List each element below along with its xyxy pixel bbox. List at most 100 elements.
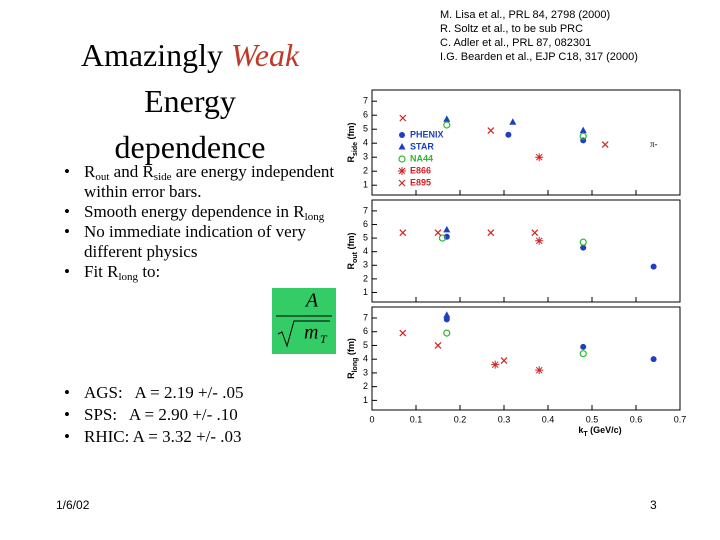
legend-marker	[398, 155, 406, 163]
plot-frame	[371, 199, 681, 303]
y-axis-label: Rlong (fm)	[346, 338, 358, 379]
x-tick-label: 0.4	[542, 414, 555, 424]
marker	[443, 121, 451, 129]
x-tick-label: 0.5	[586, 414, 599, 424]
subscript: long	[304, 211, 325, 223]
y-tick-label: 6	[363, 326, 368, 336]
point	[535, 366, 544, 375]
x-tick-label: 0.6	[630, 414, 643, 424]
marker	[535, 366, 544, 375]
y-tick-label: 7	[363, 312, 368, 322]
reference: M. Lisa et al., PRL 84, 2798 (2000)	[440, 9, 611, 21]
title-text: Amazingly	[80, 37, 232, 73]
legend-marker	[398, 179, 406, 187]
marker	[500, 357, 508, 364]
y-tick-label: 3	[363, 367, 368, 377]
numerator: A	[304, 290, 319, 312]
marker	[579, 350, 587, 358]
denominator: m	[304, 322, 318, 344]
x-axis-label: kT (GeV/c)	[578, 425, 621, 437]
legend-label: PHENIX	[410, 129, 444, 139]
y-label-part: (fm)	[346, 233, 356, 253]
y-label-part: long	[352, 358, 359, 373]
y-tick-label: 1	[363, 180, 368, 190]
bullet: No immediate indication of very differen…	[56, 222, 346, 262]
marker	[487, 229, 495, 237]
marker	[601, 141, 609, 149]
marker	[531, 229, 539, 237]
bullet: Fit Rlong to:	[56, 262, 346, 283]
fit-list: AGS: A = 2.19 +/- .05SPS: A = 2.90 +/- .…	[56, 382, 356, 448]
reference: I.G. Bearden et al., EJP C18, 317 (2000)	[440, 51, 638, 63]
legend-marker	[398, 167, 406, 175]
marker	[579, 126, 587, 134]
bullet: RHIC: A = 3.32 +/- .03	[56, 426, 356, 448]
marker	[438, 234, 446, 242]
marker	[535, 153, 544, 162]
bullet-text: and R	[109, 162, 154, 181]
point	[399, 329, 407, 337]
legend-label: E866	[410, 165, 431, 175]
y-label-part: R	[346, 372, 356, 379]
marker	[535, 236, 544, 245]
marker	[487, 127, 495, 135]
marker	[580, 343, 587, 350]
title-text: dependence	[114, 129, 266, 165]
marker	[505, 131, 512, 138]
date: 1/6/02	[56, 498, 90, 512]
bullet: Rout and Rside are energy independent wi…	[56, 162, 346, 202]
point	[487, 127, 495, 135]
marker	[579, 238, 587, 246]
point	[491, 360, 500, 369]
marker	[443, 316, 450, 323]
point	[399, 114, 407, 122]
point	[650, 356, 657, 363]
marker	[443, 329, 451, 337]
marker	[399, 329, 407, 337]
y-label-part: R	[346, 262, 356, 269]
marker	[650, 356, 657, 363]
sqrt-sign	[277, 320, 330, 348]
y-label-part: R	[346, 156, 356, 163]
y-tick-label: 5	[363, 340, 368, 350]
y-tick-label: 2	[363, 381, 368, 391]
subscript: long	[118, 271, 139, 283]
marker	[434, 342, 442, 349]
point	[500, 357, 508, 364]
y-tick-label: 3	[363, 152, 368, 162]
point	[505, 131, 512, 138]
y-tick-label: 1	[363, 287, 368, 297]
point	[399, 229, 407, 237]
marker	[399, 114, 407, 122]
reference: R. Soltz et al., to be sub PRC	[440, 23, 584, 35]
point	[438, 234, 446, 242]
bullet-text: No immediate indication of very differen…	[84, 222, 306, 261]
y-label-part: side	[352, 142, 359, 156]
point	[443, 225, 451, 233]
marker	[580, 244, 587, 251]
subscript: out	[95, 171, 110, 183]
bullet-text: to:	[138, 262, 161, 281]
y-label-part: (fm)	[346, 122, 356, 142]
y-axis-label: Rside (fm)	[346, 122, 358, 162]
y-tick-label: 4	[363, 246, 368, 256]
point	[580, 343, 587, 350]
slide-title: Amazingly Weak Energy dependence	[30, 32, 350, 170]
marker	[399, 132, 405, 138]
point	[650, 263, 657, 270]
marker	[443, 225, 451, 233]
title-text: Energy	[144, 83, 236, 119]
y-tick-label: 4	[363, 354, 368, 364]
marker	[399, 229, 407, 237]
legend-label: STAR	[410, 141, 434, 151]
bullet-text: are energy independent within error bars…	[84, 162, 335, 201]
marker	[398, 155, 406, 163]
legend-label: E895	[410, 177, 431, 187]
denominator-sub: T	[320, 332, 328, 346]
y-tick-label: 4	[363, 138, 368, 148]
point	[579, 132, 587, 140]
legend-marker	[398, 143, 406, 150]
bullet: SPS: A = 2.90 +/- .10	[56, 404, 356, 426]
point	[580, 244, 587, 251]
